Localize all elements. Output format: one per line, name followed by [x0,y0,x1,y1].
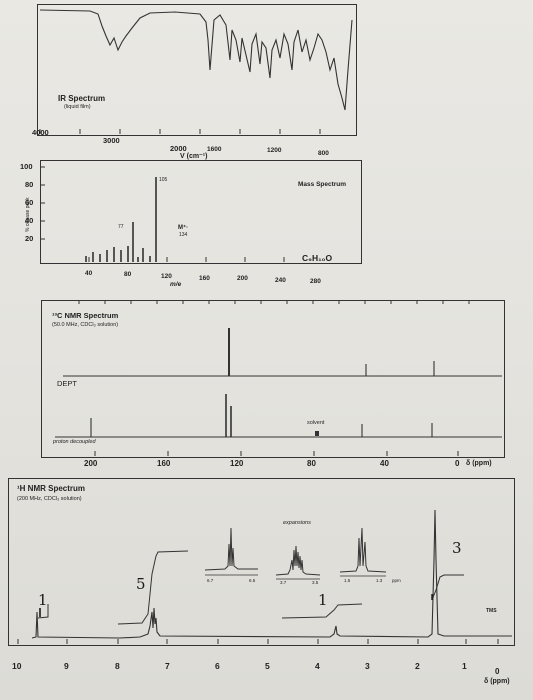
h1-expansions-label: expansions [283,520,311,526]
h1-xtick-9: 9 [64,661,69,671]
ir-title: IR Spectrum [58,94,106,103]
ms-mplus-134: 134 [179,232,188,238]
h1-subtitle: (200 MHz, CDCl₃ solution) [17,496,82,502]
mass-spectrum-frame [40,160,362,264]
ir-tick-2000: 2000 [170,144,187,153]
c13-xtick-0: 0 [455,459,460,468]
h1-xtick-0: 0 [495,667,500,676]
c13-dept-label: DEPT [57,379,78,388]
handwritten-integration-1: 1 [38,591,48,609]
handwritten-integration-1b: 1 [318,591,328,609]
c13-x-unit: δ (ppm) [466,460,492,467]
c13-decoupled-label: proton decoupled [53,439,96,445]
h1-xtick-10: 10 [12,661,22,671]
ms-ytick-20: 20 [25,234,34,243]
ms-ytick-80: 80 [25,180,34,189]
handwritten-integration-5: 5 [136,575,146,593]
ms-peak-77: 77 [118,224,124,230]
ir-tick-4000: 4000 [32,128,49,137]
ms-ytick-40: 40 [25,216,34,225]
h1-xtick-6: 6 [215,661,220,671]
ms-x-label: m/e [170,281,182,288]
handwritten-integration-3: 3 [452,539,462,557]
ms-xtick-160: 160 [199,275,210,282]
c13-nmr-frame [41,300,505,458]
h1-x-unit: δ (ppm) [484,678,510,685]
h1-xtick-1: 1 [462,661,467,671]
h1-xtick-7: 7 [165,661,170,671]
h1-xtick-5: 5 [265,661,270,671]
ms-xtick-80: 80 [124,271,132,278]
ms-ytick-100: 100 [20,162,33,171]
h1-exp-tick-6.7: 6.7 [207,578,214,583]
h1-xtick-4: 4 [315,661,320,671]
c13-xtick-200: 200 [84,459,98,468]
ms-mplus-label: M⁺· [178,225,189,231]
ms-ytick-60: 60 [25,198,34,207]
ir-tick-1600: 1600 [207,146,222,153]
ir-tick-1200: 1200 [267,147,282,154]
h1-exp-tick-1.5: 1.5 [344,578,351,583]
c13-xtick-160: 160 [157,459,171,468]
c13-xtick-80: 80 [307,459,316,468]
ms-xtick-240: 240 [275,277,286,284]
ms-xtick-120: 120 [161,273,172,280]
h1-exp-tick-ppm: ppm [392,578,401,583]
h1-exp-tick-3.7: 3.7 [280,580,287,585]
h1-xtick-8: 8 [115,661,120,671]
h1-exp-tick-1.3: 1.3 [376,578,383,583]
c13-solvent-label: solvent [307,420,325,426]
h1-tms-label: TMS [486,608,497,614]
c13-subtitle: (50.0 MHz, CDCl₃ solution) [52,322,119,328]
ms-title: Mass Spectrum [298,181,347,188]
h1-xtick-3: 3 [365,661,370,671]
ir-axis-label: V (cm⁻¹) [180,153,208,160]
ms-xtick-280: 280 [310,278,321,285]
ir-tick-800: 800 [318,150,329,157]
ms-formula: C₉H₁₀O [302,253,333,263]
h1-xtick-2: 2 [415,661,420,671]
c13-xtick-120: 120 [230,459,244,468]
ms-xtick-200: 200 [237,275,248,282]
ir-subtitle: (liquid film) [64,104,91,110]
h1-exp-tick-3.5: 3.5 [312,580,319,585]
h1-title: ¹H NMR Spectrum [17,484,86,493]
ms-xtick-40: 40 [85,270,93,277]
h1-nmr-frame [8,478,515,646]
c13-title: ¹³C NMR Spectrum [52,311,119,320]
ms-peak-105: 105 [159,177,168,183]
c13-xtick-40: 40 [380,459,389,468]
ir-tick-3000: 3000 [103,136,120,145]
ir-spectrum-frame [37,4,357,136]
h1-exp-tick-6.5: 6.5 [249,578,256,583]
